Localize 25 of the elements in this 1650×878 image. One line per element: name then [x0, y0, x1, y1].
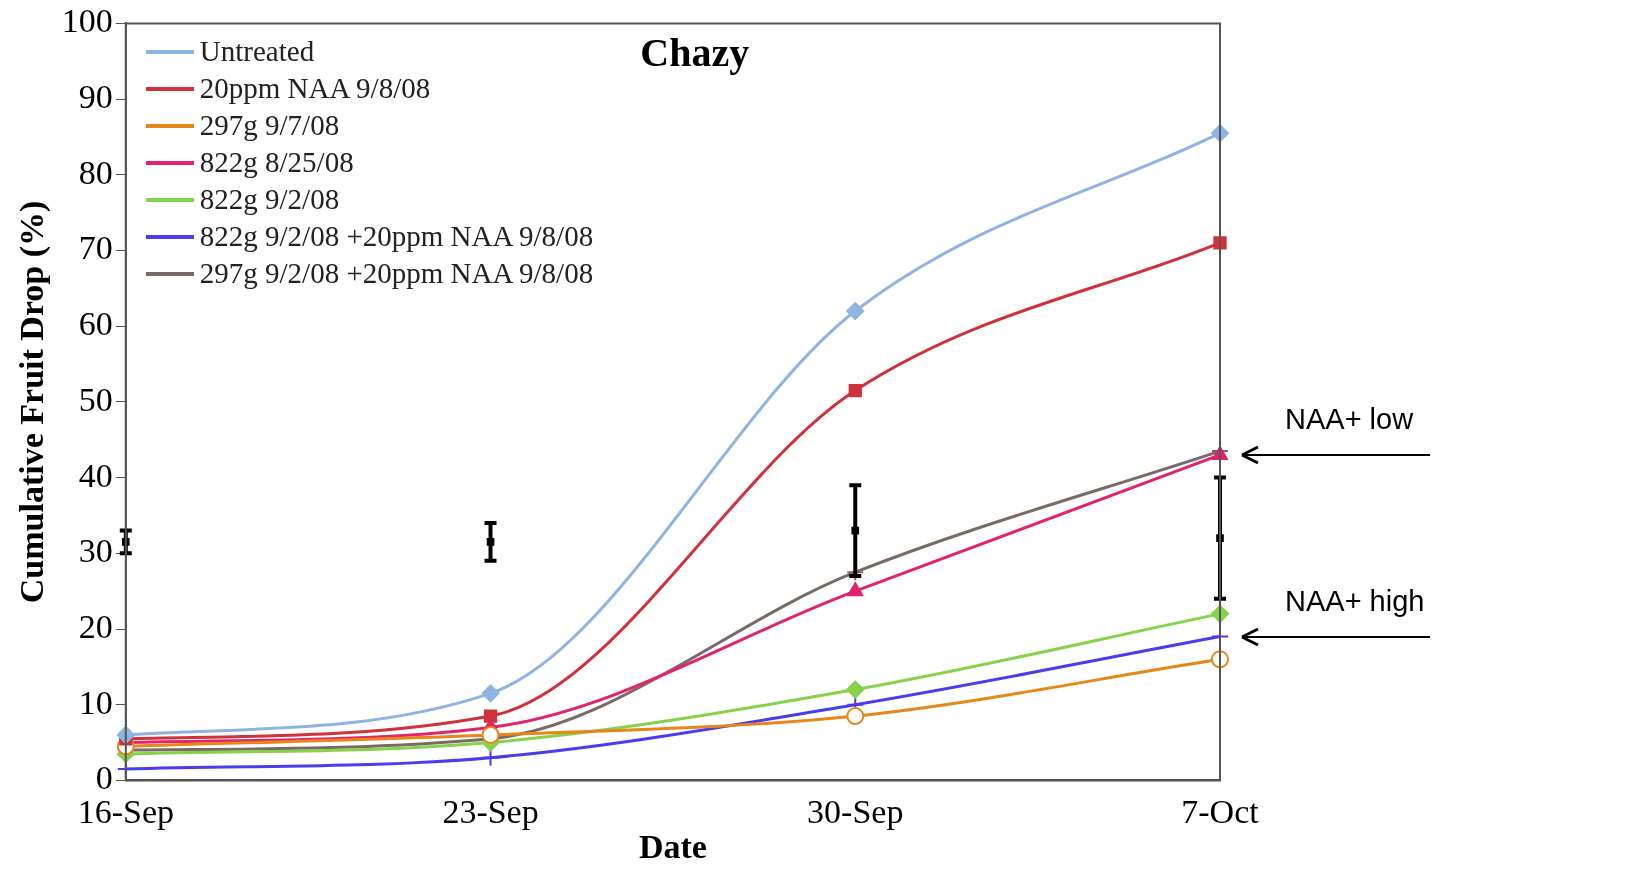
x-tick-label: 23-Sep: [442, 792, 539, 830]
y-tick-label: 80: [78, 153, 113, 191]
y-tick-label: 60: [78, 305, 113, 343]
y-tick-label: 90: [78, 78, 113, 116]
annotation: NAA+ high: [1285, 584, 1425, 618]
y-axis-title: Cumulative Fruit Drop (%): [13, 200, 52, 604]
annotation: NAA+ low: [1285, 402, 1414, 436]
y-tick-label: 20: [78, 607, 113, 645]
chart-title: Chazy: [640, 29, 750, 75]
legend-label: Untreated: [199, 34, 315, 70]
y-tick-label: 30: [78, 532, 113, 570]
legend-label: 822g 8/25/08: [199, 145, 354, 181]
legend-label: 822g 9/2/08 +20ppm NAA 9/8/08: [199, 219, 594, 255]
y-tick-label: 40: [78, 456, 113, 494]
y-tick-label: 10: [78, 683, 113, 721]
x-tick-label: 7-Oct: [1181, 792, 1260, 830]
legend-label: 822g 9/2/08: [199, 182, 340, 218]
y-tick-label: 100: [61, 2, 113, 40]
y-tick-label: 50: [78, 380, 113, 418]
x-tick-label: 30-Sep: [807, 792, 904, 830]
x-axis-title: Date: [638, 828, 707, 866]
y-tick-label: 70: [78, 229, 113, 267]
legend-label: 297g 9/2/08 +20ppm NAA 9/8/08: [199, 256, 594, 292]
legend-label: 297g 9/7/08: [199, 108, 340, 144]
legend-label: 20ppm NAA 9/8/08: [199, 71, 431, 107]
